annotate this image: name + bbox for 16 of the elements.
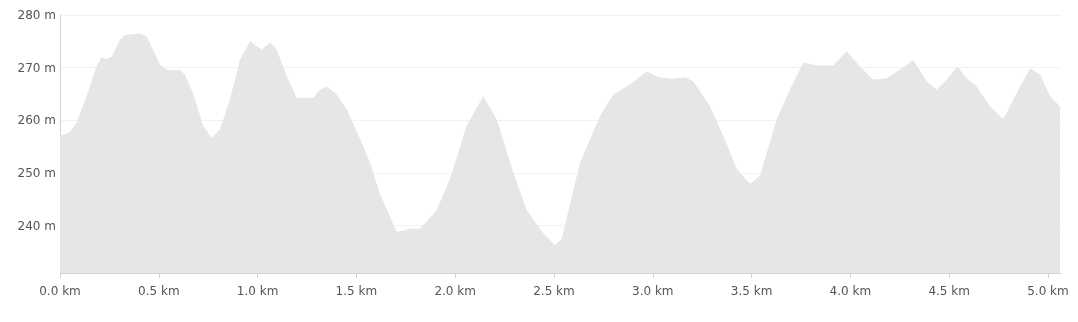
x-tick-label: 4.0 km (829, 284, 872, 298)
y-tick-label: 240 m (17, 218, 56, 233)
x-tick-label: 1.5 km (335, 284, 378, 298)
y-tick-label: 280 m (17, 8, 56, 22)
y-tick-label: 270 m (17, 60, 56, 75)
x-tick-label: 0.0 km (39, 284, 81, 298)
x-tick-label: 4.5 km (928, 284, 970, 298)
x-tick-label: 2.0 km (434, 284, 476, 298)
x-tick-label: 5.0 km (1027, 284, 1069, 298)
x-tick-label: 0.5 km (138, 284, 180, 298)
x-tick-label: 3.5 km (730, 284, 773, 298)
x-tick-label: 3.0 km (632, 284, 674, 298)
y-tick-label: 260 m (17, 113, 56, 128)
x-tick-label: 1.0 km (236, 284, 279, 298)
y-tick-label: 250 m (17, 165, 56, 180)
x-tick-label: 2.5 km (533, 284, 575, 298)
